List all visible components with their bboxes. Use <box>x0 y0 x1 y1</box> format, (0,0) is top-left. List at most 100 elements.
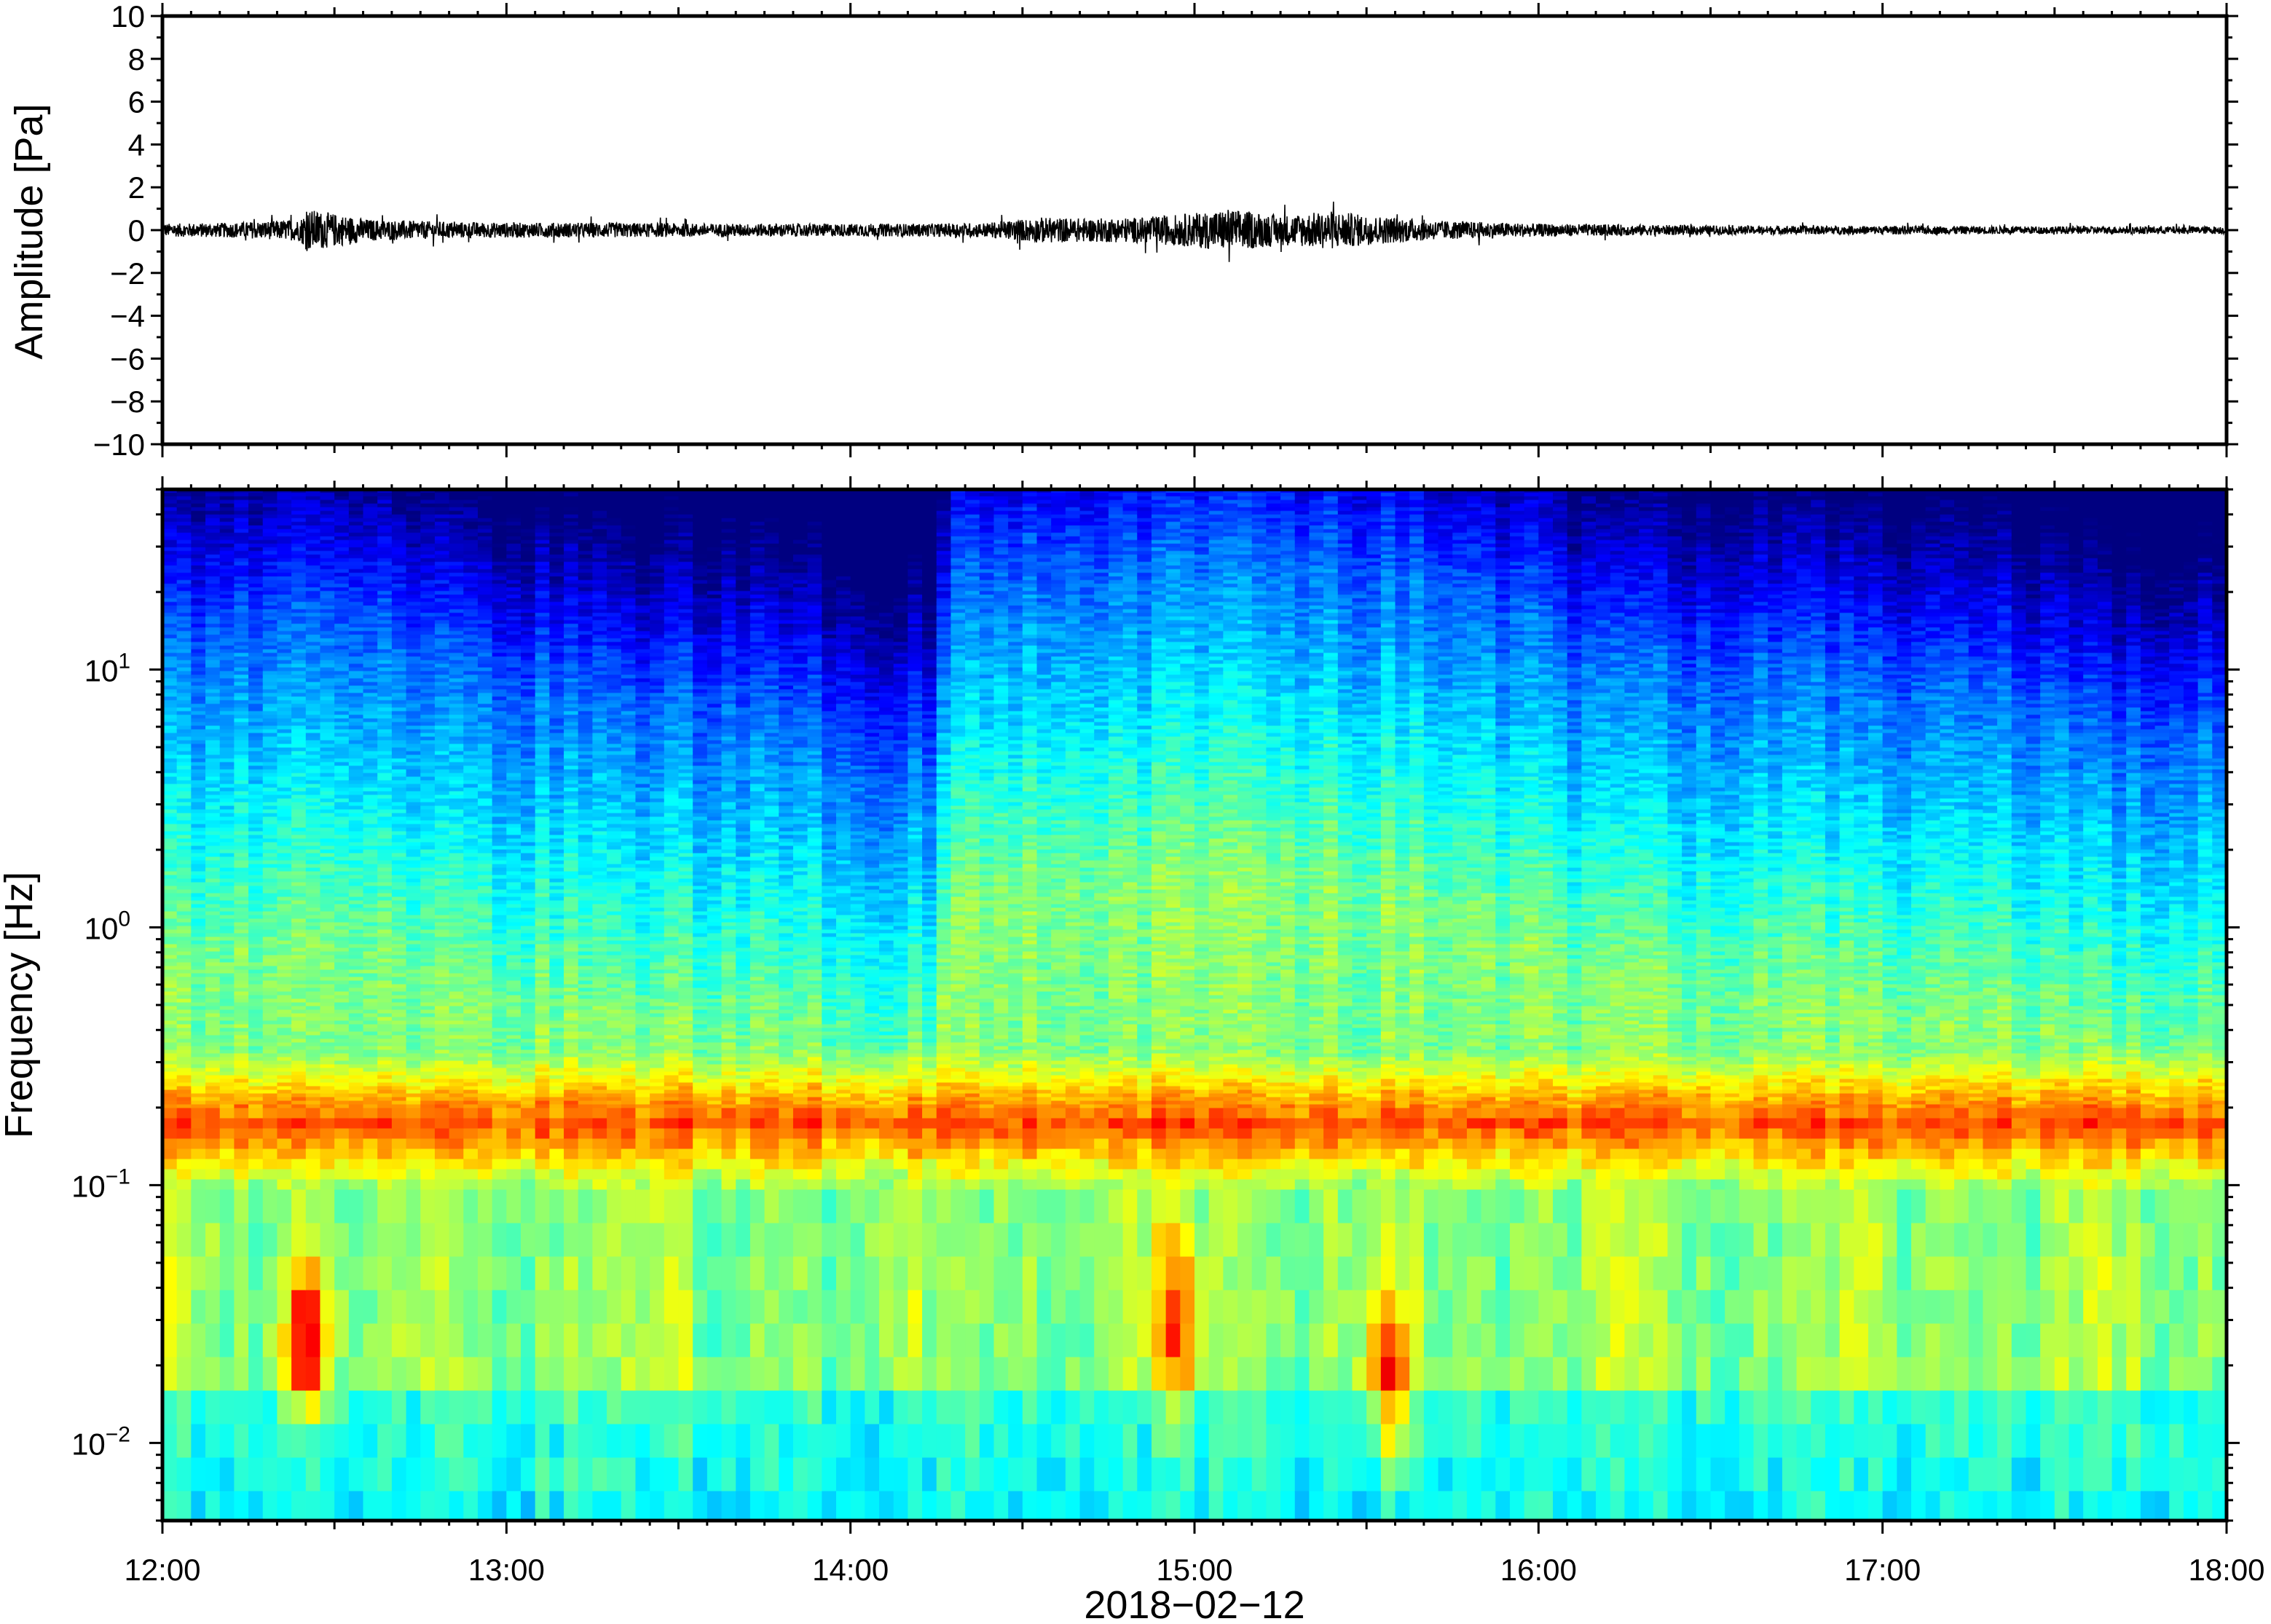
spectrogram-cell <box>248 1119 263 1130</box>
spectrogram-cell <box>162 1324 177 1358</box>
spectrogram-cell <box>306 1223 320 1258</box>
spectrogram-cell <box>363 1108 378 1119</box>
spectrogram-cell <box>420 1257 435 1291</box>
waveform-y-tick-label: −4 <box>110 299 145 334</box>
spectrogram-cell <box>234 1290 248 1325</box>
spectrogram-cell <box>392 1139 406 1150</box>
spectrogram-cell <box>420 1357 435 1392</box>
spectrogram-cell <box>191 1324 205 1358</box>
spectrogram-cell <box>277 1190 291 1224</box>
spectrogram-cell <box>234 1257 248 1291</box>
spectrogram-cell <box>162 1424 177 1459</box>
spectrogram-cell <box>191 1190 205 1224</box>
spectrogram-cell <box>291 1391 306 1425</box>
spectrogram-cell <box>334 1149 349 1160</box>
spectrogram-cell <box>320 1119 334 1130</box>
spectrogram-cell <box>234 1159 248 1170</box>
spectrogram-cell <box>277 1458 291 1492</box>
spectrogram-cell <box>162 1180 177 1191</box>
spectrogram-cell <box>277 1108 291 1119</box>
spectrogram-cell <box>234 1424 248 1459</box>
spectrogram-cell <box>377 1324 392 1358</box>
spectrogram-cell <box>320 1290 334 1325</box>
spectrogram-cell <box>177 1129 192 1140</box>
spectrogram-cell <box>177 1170 192 1180</box>
spectrogram-cell <box>392 1149 406 1160</box>
waveform-y-axis-label: Amplitude [Pa] <box>7 103 51 359</box>
spectrogram-cell <box>162 1108 177 1119</box>
spectrogram-cell <box>291 1170 306 1180</box>
spectrogram-cell <box>334 1290 349 1325</box>
spectrogram-cell <box>377 1257 392 1291</box>
spectrogram-cell <box>234 1223 248 1258</box>
spectrogram-cell <box>406 1149 421 1160</box>
spectrogram-cell <box>377 1149 392 1160</box>
spectrogram-cell <box>435 1180 449 1191</box>
spectrogram-cell <box>277 1290 291 1325</box>
spectrogram-cell <box>248 1257 263 1291</box>
spectrogram-cell <box>449 1129 464 1140</box>
spectrogram-cell <box>234 1391 248 1425</box>
spectrogram-cell <box>277 1170 291 1180</box>
spectrogram-cell <box>162 1290 177 1325</box>
spectrogram-cell <box>205 1149 220 1160</box>
spectrogram-cell <box>435 1391 449 1425</box>
spectrogram-cell <box>334 1223 349 1258</box>
spectrogram-cell <box>177 1424 192 1459</box>
spectrogram-cell <box>263 1223 278 1258</box>
spectrogram-cell <box>406 1324 421 1358</box>
spectrogram-cell <box>177 1391 192 1425</box>
spectrogram-cell <box>191 1357 205 1392</box>
spectrogram-cell <box>435 1129 449 1140</box>
spectrogram-cell <box>220 1424 235 1459</box>
spectrogram-cell <box>435 1149 449 1160</box>
spectrogram-cell <box>177 1223 192 1258</box>
spectrogram-cell <box>291 1357 306 1392</box>
spectrogram-cell <box>406 1458 421 1492</box>
spectrogram-cell <box>177 1149 192 1160</box>
spectrogram-cell <box>320 1129 334 1140</box>
spectrogram-cell <box>363 1159 378 1170</box>
spectrogram-cell <box>277 1129 291 1140</box>
spectrogram-cell <box>220 1180 235 1191</box>
spectrogram-cell <box>177 1180 192 1191</box>
spectrogram-cell <box>463 1108 478 1119</box>
spectrogram-cell <box>263 1159 278 1170</box>
spectrogram-cell <box>205 1324 220 1358</box>
spectrogram-cell <box>392 1159 406 1170</box>
spectrogram-cell <box>449 1458 464 1492</box>
spectrogram-cell <box>234 1324 248 1358</box>
spectrogram-cell <box>377 1139 392 1150</box>
spectrogram-cell <box>205 1129 220 1140</box>
spectrogram-cell <box>349 1424 363 1459</box>
spectrogram-cell <box>334 1119 349 1130</box>
spectrogram-cell <box>306 1149 320 1160</box>
spectrogram-cell <box>291 1108 306 1119</box>
spectrogram-cell <box>463 1324 478 1358</box>
spectrogram-cell <box>334 1159 349 1170</box>
spectrogram-cell <box>177 1357 192 1392</box>
spectrogram-cell <box>234 1129 248 1140</box>
spectrogram-cell <box>349 1139 363 1150</box>
spectrogram-cell <box>449 1180 464 1191</box>
spectrogram-cell <box>435 1190 449 1224</box>
spectrogram-cell <box>248 1391 263 1425</box>
spectrogram-cell <box>191 1180 205 1191</box>
spectrogram-cell <box>205 1139 220 1150</box>
spectrogram-heatmap <box>162 489 2227 1526</box>
spectrogram-cell <box>349 1357 363 1392</box>
spectrogram-cell <box>349 1159 363 1170</box>
spectrogram-cell <box>392 1458 406 1492</box>
spectrogram-cell <box>463 1391 478 1425</box>
spectrogram-cell <box>306 1324 320 1358</box>
spectrogram-cell <box>392 1129 406 1140</box>
spectrogram-cell <box>377 1424 392 1459</box>
spectrogram-cell <box>220 1139 235 1150</box>
spectrogram-cell <box>162 1357 177 1392</box>
spectrogram-cell <box>306 1357 320 1392</box>
spectrogram-cell <box>420 1324 435 1358</box>
spectrogram-cell <box>449 1290 464 1325</box>
spectrogram-cell <box>363 1170 378 1180</box>
spectrogram-cell <box>449 1391 464 1425</box>
spectrogram-cell <box>320 1180 334 1191</box>
